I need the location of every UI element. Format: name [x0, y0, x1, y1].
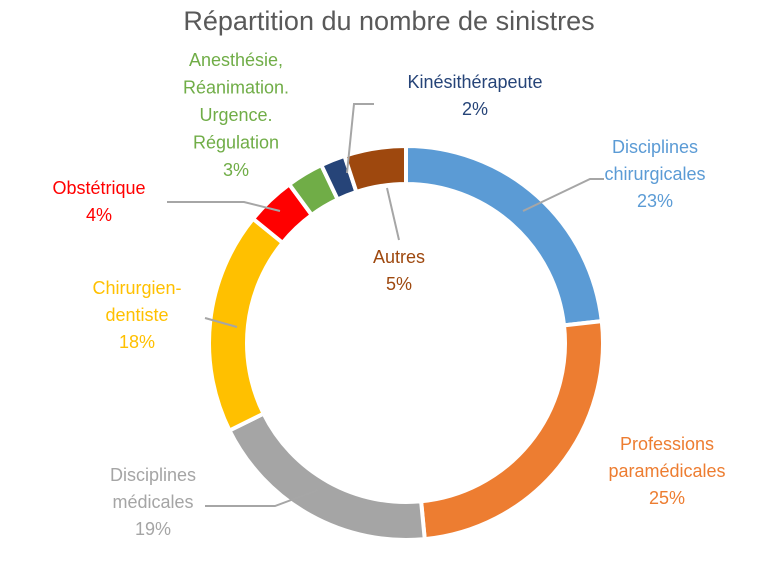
chart-title: Répartition du nombre de sinistres — [183, 6, 594, 36]
label-name-dent: Chirurgien- — [92, 278, 181, 298]
label-name-chir: chirurgicales — [604, 164, 705, 184]
data-label-obst: Obstétrique 4% — [52, 178, 145, 225]
leader-line-med — [205, 489, 319, 507]
label-name-para: paramédicales — [608, 461, 725, 481]
data-label-anes: Anesthésie, Réanimation. Urgence. Régulatio… — [183, 50, 289, 180]
label-percent-dent: 18% — [119, 332, 155, 352]
slice-dent — [207, 216, 285, 433]
label-name-anes: Réanimation. — [183, 78, 289, 98]
slice-med — [227, 411, 427, 542]
label-percent-autr: 5% — [386, 274, 412, 294]
label-name-chir: Disciplines — [612, 137, 698, 157]
data-label-dent: Chirurgien-dentiste 18% — [92, 278, 181, 352]
slice-chir — [404, 144, 604, 328]
data-label-chir: Disciplines chirurgicales 23% — [604, 137, 705, 211]
label-name-autr: Autres — [373, 247, 425, 267]
leader-line-autr — [386, 187, 400, 241]
label-name-anes: Urgence. — [199, 105, 272, 125]
leader-line-dent — [204, 317, 238, 328]
data-label-kine: Kinésithérapeute 2% — [407, 72, 542, 119]
data-label-para: Professions paramédicales 25% — [608, 434, 725, 508]
label-percent-anes: 3% — [223, 160, 249, 180]
label-percent-para: 25% — [649, 488, 685, 508]
slice-autr — [342, 144, 408, 194]
label-name-obst: Obstétrique — [52, 178, 145, 198]
label-name-kine: Kinésithérapeute — [407, 72, 542, 92]
data-label-autr: Autres 5% — [373, 247, 425, 294]
label-percent-med: 19% — [135, 519, 171, 539]
data-label-med: Disciplines médicales 19% — [110, 465, 196, 539]
label-name-anes: Régulation — [193, 133, 279, 153]
slice-para — [419, 319, 605, 542]
leader-line-kine — [346, 103, 374, 174]
label-name-para: Professions — [620, 434, 714, 454]
leader-line-obst — [167, 201, 281, 212]
label-name-med: médicales — [112, 492, 193, 512]
label-percent-kine: 2% — [462, 99, 488, 119]
label-name-anes: Anesthésie, — [189, 50, 283, 70]
label-name-dent: dentiste — [105, 305, 168, 325]
leader-line-chir — [522, 178, 604, 212]
label-name-med: Disciplines — [110, 465, 196, 485]
label-percent-chir: 23% — [637, 191, 673, 211]
label-percent-obst: 4% — [86, 205, 112, 225]
